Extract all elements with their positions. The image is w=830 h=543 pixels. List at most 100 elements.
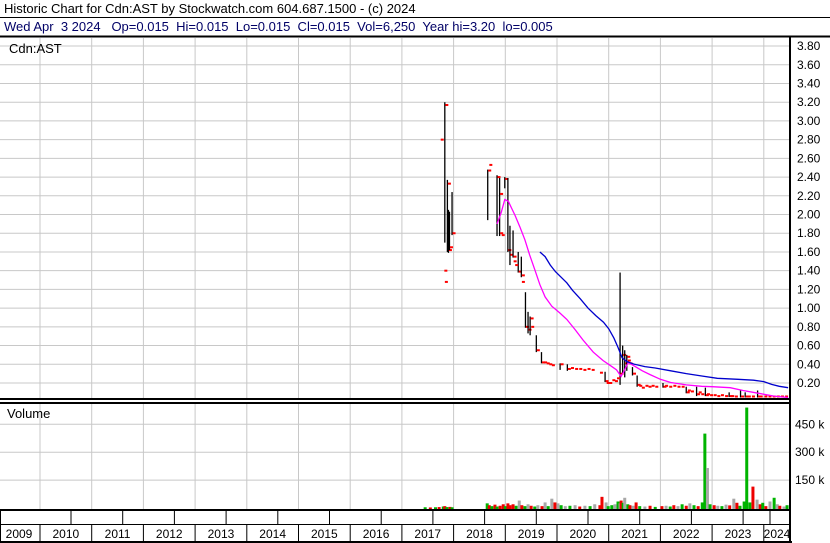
- close-dot: [501, 234, 505, 237]
- volume-bar: [716, 505, 720, 509]
- close-tick: [505, 177, 509, 180]
- close-dot: [698, 391, 702, 394]
- volume-bar: [606, 506, 610, 509]
- close-tick: [745, 395, 749, 398]
- close-dot: [579, 367, 583, 370]
- close-dot: [531, 325, 535, 328]
- price-axis-tick-label: 1.00: [797, 301, 821, 315]
- close-tick: [627, 355, 631, 358]
- volume-bar: [764, 506, 768, 509]
- year-label: 2024: [764, 527, 791, 541]
- close-dot: [764, 395, 768, 398]
- volume-bar: [503, 506, 507, 509]
- volume-bar: [676, 506, 680, 509]
- volume-bar: [583, 505, 587, 509]
- volume-bar: [638, 506, 642, 509]
- year-label: 2013: [208, 527, 235, 541]
- price-axis-tick-label: 3.60: [797, 58, 821, 72]
- volume-bar: [508, 505, 512, 509]
- volume-bar: [664, 505, 668, 509]
- year-label: 2012: [156, 527, 183, 541]
- close-tick: [697, 393, 701, 396]
- volume-bar: [708, 504, 712, 509]
- close-dot: [587, 367, 591, 370]
- volume-bar: [511, 504, 515, 509]
- close-dot: [655, 385, 659, 388]
- volume-bar: [758, 504, 762, 509]
- volume-bar: [634, 502, 638, 509]
- close-dot: [544, 361, 548, 364]
- price-axis-tick-label: 0.40: [797, 357, 821, 371]
- volume-bar: [600, 496, 604, 509]
- volume-bar: [768, 501, 772, 509]
- close-dot: [444, 269, 448, 272]
- volume-bar: [553, 502, 557, 509]
- year-label: 2017: [414, 527, 441, 541]
- close-tick: [513, 255, 517, 258]
- volume-bar: [705, 468, 709, 509]
- close-dot: [710, 394, 714, 397]
- close-dot: [583, 368, 587, 371]
- volume-bar: [732, 498, 736, 509]
- close-tick: [447, 182, 451, 185]
- volume-bar: [485, 503, 489, 509]
- volume-bar: [648, 505, 652, 509]
- volume-bar: [619, 500, 623, 509]
- close-dot: [551, 364, 555, 367]
- close-dot: [606, 382, 610, 384]
- close-dot: [489, 163, 493, 166]
- price-axis-tick-label: 1.60: [797, 245, 821, 259]
- close-tick: [758, 395, 762, 398]
- volume-bar: [578, 506, 582, 509]
- close-tick: [445, 104, 449, 107]
- year-label: 2014: [259, 527, 286, 541]
- volume-bar: [573, 505, 577, 509]
- volume-bar: [623, 497, 627, 509]
- year-label: 2021: [621, 527, 648, 541]
- close-tick: [632, 372, 636, 375]
- volume-bar: [423, 507, 427, 509]
- volume-bar: [720, 506, 724, 509]
- close-dot: [571, 367, 575, 370]
- volume-bar: [738, 505, 742, 509]
- close-tick: [518, 270, 522, 273]
- volume-bar: [437, 507, 441, 509]
- volume-bar: [613, 504, 617, 509]
- close-dot: [521, 280, 525, 283]
- volume-bar: [610, 505, 614, 509]
- close-dot: [444, 280, 448, 283]
- volume-bar: [782, 506, 786, 509]
- close-dot: [665, 384, 669, 387]
- close-tick: [560, 363, 564, 366]
- year-label: 2020: [569, 527, 596, 541]
- volume-bar: [448, 506, 452, 509]
- close-tick: [497, 176, 501, 179]
- volume-bar: [631, 505, 635, 509]
- close-dot: [575, 367, 579, 370]
- close-dot: [759, 395, 763, 398]
- volume-bar: [700, 502, 704, 509]
- close-tick: [605, 380, 609, 383]
- price-axis-tick-label: 0.20: [797, 376, 821, 390]
- price-axis-tick-label: 1.40: [797, 264, 821, 278]
- close-tick: [637, 383, 641, 386]
- volume-bar: [536, 505, 540, 509]
- close-dot: [731, 395, 735, 398]
- volume-bar: [604, 502, 608, 509]
- close-dot: [673, 384, 677, 387]
- volume-bar: [493, 504, 497, 509]
- volume-bar: [588, 506, 592, 509]
- close-dot: [549, 363, 553, 366]
- close-tick: [567, 367, 571, 370]
- close-dot: [440, 138, 444, 141]
- close-dot: [681, 385, 685, 388]
- close-dot: [751, 395, 755, 398]
- volume-bar: [533, 506, 537, 509]
- volume-bar: [445, 507, 449, 509]
- close-dot: [669, 385, 673, 388]
- volume-bar: [775, 504, 779, 509]
- volume-bar: [772, 497, 776, 509]
- close-dot: [687, 389, 691, 392]
- year-label: 2019: [518, 527, 545, 541]
